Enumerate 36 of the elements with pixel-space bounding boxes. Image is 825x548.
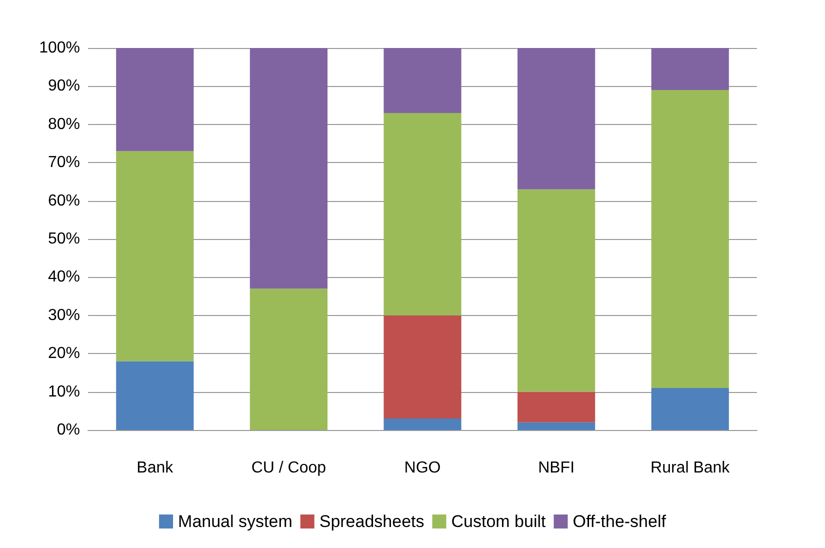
x-tick-label: Bank — [136, 460, 174, 476]
bar — [116, 48, 194, 152]
x-tick-label: Rural Bank — [650, 460, 731, 476]
bar — [384, 112, 462, 316]
bar — [250, 288, 328, 430]
y-tick-label: 80% — [48, 116, 80, 133]
y-tick-label: 100% — [39, 40, 80, 56]
bar — [651, 48, 729, 90]
bar — [384, 418, 462, 430]
y-tick-label: 50% — [48, 230, 80, 248]
legend-label: Spreadsheets — [319, 512, 424, 531]
legend-label: Custom built — [451, 512, 546, 531]
bar — [518, 189, 596, 392]
y-tick-label: 30% — [48, 306, 80, 324]
bar — [518, 392, 596, 422]
bar — [384, 48, 462, 113]
x-tick-label: CU / Coop — [251, 460, 326, 476]
x-tick-label: NGO — [404, 460, 441, 476]
y-tick-label: 10% — [48, 383, 80, 400]
bar — [250, 48, 328, 289]
y-tick-label: 40% — [48, 268, 80, 286]
bar — [384, 315, 462, 419]
bar — [116, 361, 194, 430]
y-tick-label: 90% — [48, 78, 80, 95]
y-tick-label: 70% — [48, 154, 80, 172]
x-tick-label: NBFI — [538, 460, 575, 476]
legend-label: Manual system — [178, 512, 292, 531]
y-tick-label: 0% — [56, 422, 80, 438]
y-tick-label: 20% — [48, 345, 80, 362]
bar — [518, 48, 596, 190]
bar — [518, 422, 596, 430]
bar — [651, 90, 729, 388]
bar — [651, 388, 729, 430]
bar — [116, 151, 194, 362]
y-tick-label: 60% — [48, 192, 80, 210]
legend-label: Off-the-shelf — [572, 512, 666, 531]
